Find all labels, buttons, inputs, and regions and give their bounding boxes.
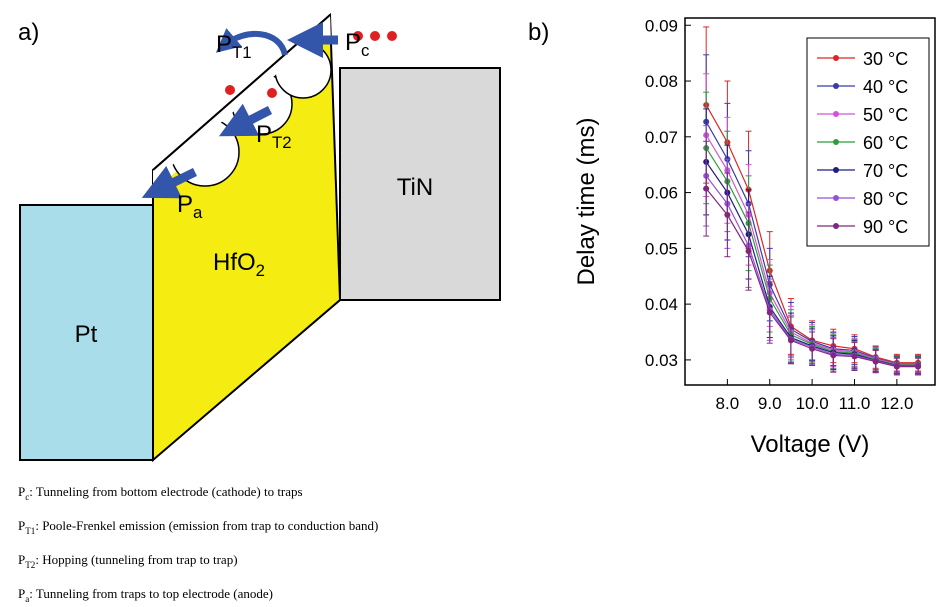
point	[915, 363, 922, 370]
legend-marker	[833, 195, 839, 201]
panel-label: b)	[528, 19, 549, 46]
y-tick-label: 0.04	[645, 295, 678, 314]
legend-label: 80 °C	[863, 189, 908, 209]
legend-marker	[833, 55, 839, 61]
legend-label: 40 °C	[863, 77, 908, 97]
x-tick-label: 8.0	[716, 394, 740, 413]
y-tick-label: 0.07	[645, 128, 678, 147]
caption: Pc: Tunneling from bottom electrode (cat…	[18, 484, 303, 502]
legend-label: 30 °C	[863, 49, 908, 69]
y-tick-label: 0.05	[645, 239, 678, 258]
caption-subscript: a	[25, 594, 29, 604]
y-tick-label: 0.08	[645, 72, 678, 91]
caption-subscript: T1	[25, 526, 35, 536]
captions: Pc: Tunneling from bottom electrode (cat…	[18, 484, 378, 604]
layer-label: HfO2	[213, 249, 265, 280]
layer-label: Pt	[75, 321, 98, 348]
caption-symbol: P	[18, 484, 25, 499]
legend-label: 60 °C	[863, 133, 908, 153]
caption: PT2: Hopping (tunneling from trap to tra…	[18, 552, 238, 570]
caption-subscript: T2	[25, 560, 36, 570]
y-tick-label: 0.09	[645, 16, 678, 35]
caption-text: : Tunneling from bottom electrode (catho…	[29, 484, 302, 499]
caption-subscript: c	[25, 492, 29, 502]
point	[787, 337, 794, 344]
process-label: PT2	[256, 121, 292, 152]
panel-b: b) 0.03 0.04 0.05 0.06 0.07 0.08 0.09 8.0 9.0 10.0…	[528, 16, 936, 458]
point	[809, 345, 816, 352]
legend-marker	[833, 111, 839, 117]
y-tick-label: 0.06	[645, 184, 678, 203]
caption-text: : Hopping (tunneling from trap to trap)	[35, 552, 237, 567]
y-tick-label: 0.03	[645, 351, 678, 370]
x-tick-label: 10.0	[796, 394, 829, 413]
process-label: Pc	[345, 29, 369, 60]
legend-marker	[833, 167, 839, 173]
point	[766, 309, 773, 316]
legend-marker	[833, 139, 839, 145]
tin-layer	[339, 67, 501, 301]
point	[893, 363, 900, 370]
legend-marker	[833, 223, 839, 229]
point	[830, 352, 837, 359]
pt-layer	[19, 204, 154, 461]
point	[851, 353, 858, 360]
x-tick-label: 11.0	[839, 394, 871, 413]
legend-label: 90 °C	[863, 217, 908, 237]
caption-symbol: P	[18, 518, 25, 533]
arrows	[141, 22, 338, 199]
caption-symbol: P	[18, 552, 25, 567]
x-tick-label: 12.0	[880, 394, 913, 413]
legend-label: 50 °C	[863, 105, 908, 125]
point	[703, 185, 710, 192]
panel-label: a)	[18, 19, 39, 46]
process-label: PT1	[216, 31, 252, 62]
plot-frame	[684, 17, 936, 386]
y-axis-label: Delay time (ms)	[573, 117, 600, 285]
layer-label: TiN	[397, 174, 433, 201]
caption-text: : Poole-Frenkel emission (emission from …	[35, 518, 378, 533]
legend-marker	[833, 83, 839, 89]
point	[724, 211, 731, 218]
caption: Pa: Tunneling from traps to top electrod…	[18, 586, 273, 604]
caption-text: : Tunneling from traps to top electrode …	[29, 586, 273, 601]
legend-label: 70 °C	[863, 161, 908, 181]
x-tick-label: 9.0	[758, 394, 782, 413]
point	[872, 358, 879, 365]
x-axis-label: Voltage (V)	[751, 431, 870, 458]
electrons	[225, 31, 397, 98]
point	[745, 248, 752, 255]
process-label: Pa	[177, 191, 203, 222]
caption: PT1: Poole-Frenkel emission (emission fr…	[18, 518, 378, 536]
caption-symbol: P	[18, 586, 25, 601]
panel-a: a) Pc PT1 PT2 Pa TiN HfO2 Pt	[18, 12, 501, 463]
